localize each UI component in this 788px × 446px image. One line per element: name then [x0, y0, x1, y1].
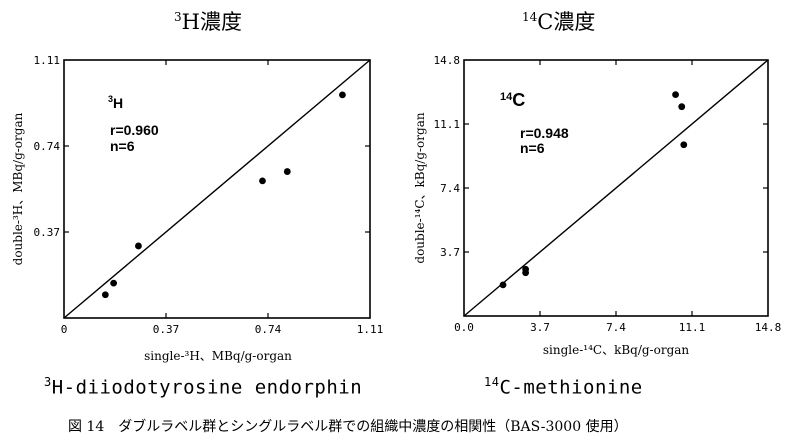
- y-tick-label: 11.1: [434, 118, 461, 131]
- x-tick-label: 7.4: [606, 321, 626, 334]
- regression-line: [463, 59, 769, 317]
- data-point: [680, 141, 688, 149]
- data-point: [339, 91, 346, 99]
- x-tick-label: 0: [61, 323, 68, 336]
- y-tick-label: 3.7: [440, 246, 460, 259]
- y-tick-label: 14.8: [434, 54, 461, 67]
- isotope-label-text: C: [512, 90, 525, 110]
- y-axis-label: double-¹⁴C、kBq/g-organ: [413, 112, 427, 263]
- x-axis-label: single-¹⁴C、kBq/g-organ: [543, 343, 690, 357]
- isotope-label: 14C: [500, 90, 525, 110]
- data-point: [499, 281, 507, 289]
- right-chart-subtitle: 14C-methionine: [484, 375, 643, 399]
- x-axis-label: single-³H、MBq/g-organ: [144, 349, 292, 363]
- data-point: [283, 168, 291, 175]
- x-tick-label: 11.1: [679, 321, 706, 334]
- data-point: [522, 265, 530, 273]
- left-scatter-chart: 0 0.37 0.74 1.11 0.37 0.74 1.11 single-³H、MBq/g…: [11, 54, 383, 363]
- data-point: [672, 91, 679, 98]
- x-tick-label: 0.37: [153, 323, 180, 336]
- x-tick-label: 0.74: [255, 323, 282, 336]
- left-chart-subtitle: 3H-diiodotyrosine endorphin: [44, 375, 363, 399]
- sample-n: n=6: [520, 140, 545, 156]
- y-tick-label: 0.74: [34, 140, 61, 153]
- y-tick-label: 0.37: [34, 226, 61, 239]
- right-chart-title: 14C濃度: [522, 10, 596, 34]
- data-point: [110, 279, 118, 287]
- data-point: [135, 242, 142, 250]
- isotope-label-text: H: [113, 95, 123, 111]
- regression-line: [63, 59, 371, 319]
- data-point: [259, 177, 266, 185]
- isotope-label: 3H: [108, 94, 123, 111]
- isotope-label-sup: 3: [108, 94, 113, 104]
- x-tick-label: 0.0: [454, 321, 474, 334]
- right-scatter-chart: 0.0 3.7 7.4 11.1 14.8 3.7 7.4 11.1 14.8 single-¹⁴…: [413, 54, 781, 357]
- x-tick-label: 1.11: [357, 323, 384, 336]
- y-tick-label: 1.11: [34, 54, 61, 67]
- isotope-label-sup: 14: [500, 91, 513, 103]
- x-tick-label: 14.8: [755, 321, 782, 334]
- plot-frame: [63, 59, 371, 319]
- correlation-r: r=0.948: [520, 125, 569, 141]
- y-axis-label: double-³H、MBq/g-organ: [11, 112, 25, 265]
- x-tick-label: 3.7: [530, 321, 550, 334]
- data-point: [101, 291, 109, 299]
- figure-caption: 図 14 ダブルラベル群とシングルラベル群での組織中濃度の相関性（BAS-300…: [68, 419, 628, 435]
- left-chart-title: 3H濃度: [174, 10, 242, 34]
- y-tick-label: 7.4: [440, 182, 460, 195]
- data-point: [678, 103, 686, 111]
- correlation-r: r=0.960: [110, 122, 159, 138]
- sample-n: n=6: [110, 138, 135, 154]
